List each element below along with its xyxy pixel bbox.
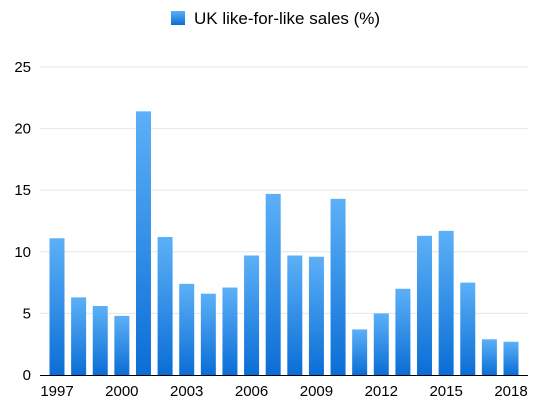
x-tick-label: 2006 [235, 383, 268, 400]
y-tick-label: 5 [23, 305, 31, 322]
bar-2008 [287, 255, 303, 375]
x-tick-label: 2018 [494, 383, 527, 400]
chart-legend: UK like-for-like sales (%) [171, 9, 380, 28]
bar-2018 [503, 341, 519, 375]
y-tick-label: 15 [14, 182, 31, 199]
bar-1997 [49, 238, 65, 375]
bar-2002 [157, 237, 173, 375]
bar-2004 [200, 293, 216, 375]
y-axis: 0 5 10 15 20 25 [14, 59, 31, 384]
legend-swatch [171, 11, 185, 25]
bar-2005 [222, 287, 238, 375]
bar-2011 [352, 329, 368, 375]
bar-2000 [114, 315, 130, 375]
bar-1998 [71, 297, 87, 375]
bar-2016 [460, 282, 476, 375]
x-axis: 1997 2000 2003 2006 2009 2012 2015 2018 [40, 383, 527, 400]
bar-2014 [417, 235, 433, 375]
bar-2007 [265, 193, 281, 375]
bar-2009 [308, 256, 324, 375]
bar-2015 [438, 230, 454, 375]
bar-2006 [244, 255, 260, 375]
x-tick-label: 2012 [365, 383, 398, 400]
x-tick-label: 2003 [170, 383, 203, 400]
y-tick-label: 0 [23, 367, 31, 384]
gridlines [40, 66, 528, 314]
bar-2017 [481, 339, 497, 375]
bar-2012 [373, 313, 389, 375]
bar-2010 [330, 198, 346, 375]
bars [49, 111, 519, 376]
bar-2001 [135, 111, 151, 376]
x-tick-label: 1997 [40, 383, 73, 400]
y-tick-label: 20 [14, 121, 31, 138]
x-tick-label: 2015 [429, 383, 462, 400]
legend-label: UK like-for-like sales (%) [194, 9, 380, 28]
x-tick-label: 2000 [105, 383, 138, 400]
bar-2013 [395, 288, 411, 375]
x-tick-label: 2009 [300, 383, 333, 400]
bar-2003 [179, 283, 195, 375]
y-tick-label: 10 [14, 244, 31, 261]
y-tick-label: 25 [14, 59, 31, 76]
bar-1999 [92, 306, 108, 375]
